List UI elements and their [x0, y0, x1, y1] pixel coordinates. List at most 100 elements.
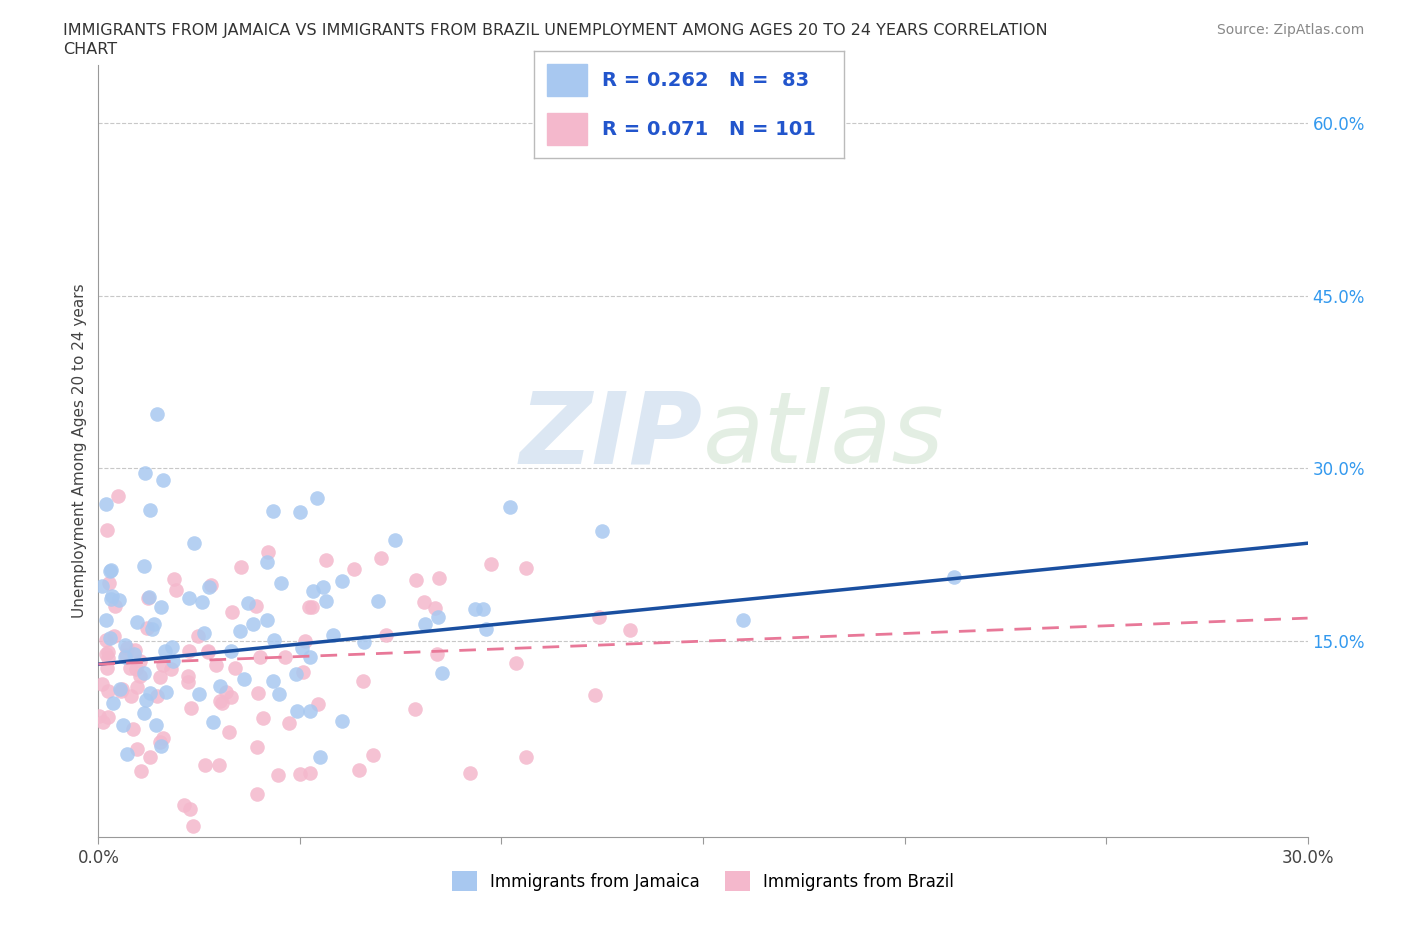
Point [191, 594, 214, 609]
Point [361, 748, 384, 763]
Point [315, 552, 337, 567]
Point [165, 583, 187, 598]
Text: N = 101: N = 101 [730, 120, 815, 139]
Point [103, 696, 125, 711]
Point [415, 617, 437, 631]
Point [246, 685, 269, 700]
Point [294, 633, 316, 648]
Text: atlas: atlas [703, 387, 945, 485]
Point [180, 700, 202, 715]
Point [139, 685, 162, 700]
Point [315, 594, 337, 609]
Point [412, 594, 434, 609]
Point [87, 709, 110, 724]
Point [193, 841, 215, 856]
Point [475, 621, 498, 636]
Point [367, 594, 389, 609]
Point [173, 798, 195, 813]
Point [353, 634, 375, 649]
Point [464, 602, 486, 617]
Point [110, 684, 132, 698]
Point [145, 689, 167, 704]
Point [374, 628, 396, 643]
Point [256, 554, 278, 569]
Point [297, 600, 319, 615]
Point [177, 674, 200, 689]
Text: N =  83: N = 83 [730, 71, 810, 89]
Point [114, 647, 136, 662]
Point [471, 602, 494, 617]
Point [262, 673, 284, 688]
Point [404, 701, 426, 716]
Point [505, 656, 527, 671]
Point [125, 661, 148, 676]
Point [149, 735, 172, 750]
Point [430, 665, 453, 680]
Point [108, 682, 131, 697]
Point [198, 579, 221, 594]
Point [179, 591, 201, 605]
Point [405, 573, 427, 588]
Point [96, 646, 118, 661]
Point [125, 741, 148, 756]
Point [187, 629, 209, 644]
Point [211, 696, 233, 711]
Point [107, 488, 129, 503]
Point [591, 524, 613, 538]
Point [139, 502, 162, 517]
Point [153, 644, 176, 658]
Point [115, 641, 138, 656]
Point [943, 570, 966, 585]
Point [299, 765, 322, 780]
Point [311, 579, 333, 594]
Point [124, 643, 146, 658]
Point [187, 686, 209, 701]
Point [585, 688, 607, 703]
Point [384, 533, 406, 548]
Point [269, 687, 291, 702]
Point [97, 644, 120, 659]
Bar [547, 64, 586, 96]
Y-axis label: Unemployment Among Ages 20 to 24 years: Unemployment Among Ages 20 to 24 years [72, 284, 87, 618]
Legend: Immigrants from Jamaica, Immigrants from Brazil: Immigrants from Jamaica, Immigrants from… [446, 865, 960, 898]
Point [108, 592, 131, 607]
Point [94, 613, 117, 628]
Point [285, 703, 308, 718]
Point [458, 765, 481, 780]
Point [145, 406, 167, 421]
Point [197, 644, 219, 658]
Point [193, 626, 215, 641]
Point [731, 613, 754, 628]
Point [231, 560, 253, 575]
Point [197, 644, 219, 659]
Point [307, 696, 329, 711]
Point [135, 620, 157, 635]
Point [515, 750, 537, 764]
Point [499, 499, 522, 514]
Point [125, 615, 148, 630]
Point [97, 576, 120, 591]
Point [267, 767, 290, 782]
Point [183, 536, 205, 551]
Point [111, 682, 134, 697]
Point [219, 644, 242, 658]
Point [204, 658, 226, 672]
Point [132, 706, 155, 721]
Point [479, 556, 502, 571]
Point [425, 601, 447, 616]
Point [370, 551, 392, 565]
Point [330, 714, 353, 729]
Point [427, 610, 450, 625]
Point [288, 766, 311, 781]
Point [352, 673, 374, 688]
Point [305, 490, 328, 505]
Point [152, 472, 174, 487]
Point [103, 629, 125, 644]
Point [141, 622, 163, 637]
Text: IMMIGRANTS FROM JAMAICA VS IMMIGRANTS FROM BRAZIL UNEMPLOYMENT AMONG AGES 20 TO : IMMIGRANTS FROM JAMAICA VS IMMIGRANTS FR… [63, 23, 1047, 38]
Point [299, 703, 322, 718]
Point [135, 693, 157, 708]
Point [112, 717, 135, 732]
Point [155, 684, 177, 699]
Point [221, 604, 243, 619]
